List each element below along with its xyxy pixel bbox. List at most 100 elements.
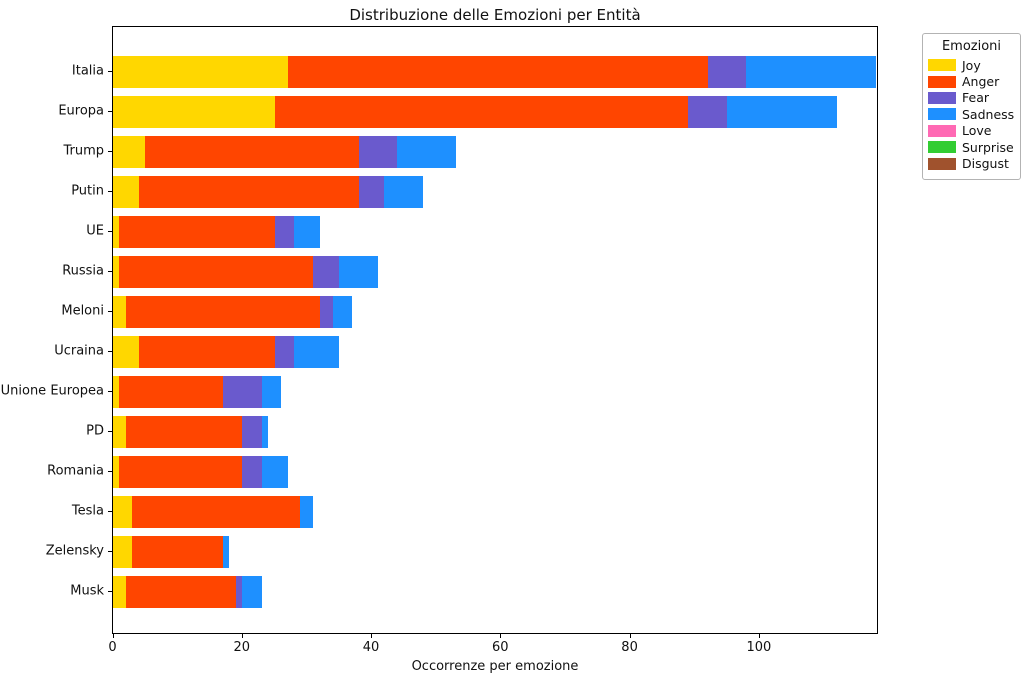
bar-row (113, 176, 877, 208)
bar-segment-anger (125, 416, 243, 448)
bar-segment-joy (113, 376, 120, 408)
legend-entry: Surprise (928, 139, 1015, 155)
chart-title: Distribuzione delle Emozioni per Entità (349, 6, 641, 24)
x-tick-label: 100 (746, 640, 772, 655)
bar-row (113, 216, 877, 248)
bar-segment-sadness (727, 96, 837, 128)
x-tick (629, 634, 631, 638)
bar-segment-anger (274, 96, 689, 128)
y-tick-label: Musk (70, 583, 104, 599)
legend-swatch-surprise (928, 141, 956, 154)
legend-entry-label: Joy (962, 57, 981, 73)
y-tick (108, 111, 112, 112)
bar-segment-sadness (397, 136, 456, 168)
x-tick-label: 60 (492, 640, 509, 655)
y-tick (108, 191, 112, 192)
bar-segment-sadness (300, 496, 314, 528)
bar-row (113, 336, 877, 368)
bar-row (113, 376, 877, 408)
bar-segment-fear (222, 376, 262, 408)
legend-swatch-disgust (928, 157, 956, 170)
bar-segment-joy (113, 136, 146, 168)
bar-row (113, 576, 877, 608)
bar-segment-fear (358, 176, 385, 208)
y-tick (108, 231, 112, 232)
y-tick (108, 351, 112, 352)
legend-swatch-joy (928, 59, 956, 72)
y-tick-label: Russia (62, 263, 104, 279)
bar-segment-fear (707, 56, 747, 88)
bar-row (113, 96, 877, 128)
y-tick (108, 431, 112, 432)
legend-entries: Joy Anger Fear Sadness Love Surprise Disgust (928, 57, 1015, 172)
bar-segment-fear (274, 336, 294, 368)
y-tick-label: UE (86, 223, 104, 239)
y-tick (108, 311, 112, 312)
bar-segment-sadness (746, 56, 876, 88)
x-tick (241, 634, 243, 638)
bar-segment-anger (138, 336, 275, 368)
bar-segment-sadness (384, 176, 424, 208)
legend-entry: Fear (928, 90, 1015, 106)
legend-swatch-sadness (928, 108, 956, 121)
y-tick-label: Zelensky (45, 543, 104, 559)
legend-entry-label: Fear (962, 90, 989, 106)
bar-segment-anger (119, 216, 275, 248)
y-tick-label: Unione Europea (0, 383, 104, 399)
bar-segment-sadness (222, 536, 230, 568)
y-tick-label: Putin (71, 183, 104, 199)
x-tick-label: 80 (621, 640, 638, 655)
y-tick (108, 391, 112, 392)
bar-segment-anger (132, 536, 223, 568)
bar-segment-fear (313, 256, 340, 288)
bar-segment-joy (113, 56, 288, 88)
x-tick (112, 634, 114, 638)
bar-row (113, 416, 877, 448)
legend-swatch-fear (928, 91, 956, 104)
bar-segment-joy (113, 416, 126, 448)
legend-entry: Sadness (928, 106, 1015, 122)
bar-segment-sadness (339, 256, 378, 288)
legend: Emozioni Joy Anger Fear Sadness Love Surprise… (922, 33, 1021, 180)
bar-segment-sadness (293, 216, 320, 248)
bar-segment-sadness (261, 456, 288, 488)
bar-row (113, 296, 877, 328)
legend-entry-label: Sadness (962, 106, 1015, 122)
legend-entry: Joy (928, 57, 1015, 73)
bar-segment-fear (319, 296, 333, 328)
bar-row (113, 56, 877, 88)
bar-segment-anger (132, 496, 301, 528)
x-tick (500, 634, 502, 638)
bar-segment-anger (119, 376, 223, 408)
bar-segment-fear (242, 456, 262, 488)
bar-segment-sadness (242, 576, 262, 608)
legend-entry-label: Anger (962, 74, 1000, 90)
x-axis-label: Occorrenze per emozione (411, 659, 579, 674)
legend-swatch-anger (928, 75, 956, 88)
bar-segment-joy (113, 296, 126, 328)
bar-segment-anger (125, 296, 320, 328)
bar-row (113, 536, 877, 568)
x-tick (371, 634, 373, 638)
bar-row (113, 256, 877, 288)
legend-entry: Disgust (928, 155, 1015, 171)
y-tick (108, 591, 112, 592)
bar-segment-fear (688, 96, 728, 128)
bar-segment-fear (358, 136, 398, 168)
bar-segment-joy (113, 336, 139, 368)
y-tick-label: Romania (47, 463, 104, 479)
x-tick-label: 0 (108, 640, 117, 655)
legend-entry-label: Disgust (962, 156, 1009, 172)
bar-segment-sadness (332, 296, 353, 328)
bar-segment-anger (287, 56, 708, 88)
y-tick (108, 551, 112, 552)
y-tick-label: Europa (58, 103, 104, 119)
y-tick-label: Meloni (61, 303, 104, 319)
bar-row (113, 136, 877, 168)
legend-entry-label: Surprise (962, 139, 1014, 155)
legend-entry: Anger (928, 73, 1015, 89)
bar-segment-joy (113, 576, 126, 608)
y-tick (108, 71, 112, 72)
x-tick-label: 40 (362, 640, 380, 655)
bar-segment-joy (113, 496, 133, 528)
